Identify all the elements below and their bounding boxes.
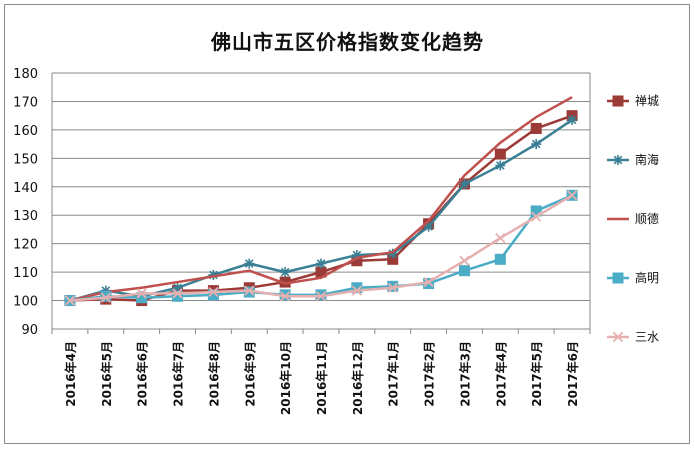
legend-label: 三水 <box>635 330 659 344</box>
legend-item: 顺德 <box>607 211 659 226</box>
grid-lines <box>51 72 591 334</box>
data-point <box>387 248 398 259</box>
x-tick-label: 2017年1月 <box>386 341 401 407</box>
data-point <box>531 139 542 150</box>
data-point <box>315 291 327 302</box>
series-3 <box>69 96 573 302</box>
data-point <box>531 211 542 222</box>
y-tick-label: 150 <box>13 152 38 167</box>
data-point <box>351 285 363 296</box>
y-tick-label: 180 <box>13 67 38 82</box>
legend-item: 高明 <box>607 270 659 285</box>
x-tick-label: 2016年7月 <box>171 341 186 407</box>
x-tick-label: 2016年6月 <box>135 341 150 407</box>
y-tick-label: 100 <box>13 295 38 310</box>
data-point <box>208 269 219 280</box>
x-tick-label: 2017年5月 <box>529 341 544 407</box>
legend-label: 南海 <box>635 152 659 167</box>
legend-label: 禅城 <box>635 94 659 108</box>
data-point <box>280 267 291 278</box>
y-tick-label: 110 <box>13 266 38 281</box>
legend-item: 禅城 <box>607 94 659 108</box>
data-point <box>172 282 183 293</box>
x-tick-label: 2017年4月 <box>493 341 508 407</box>
data-point <box>459 178 470 189</box>
data-point <box>494 253 506 265</box>
data-point <box>387 282 398 293</box>
data-point <box>458 265 470 277</box>
data-point <box>172 290 184 302</box>
y-tick-label: 160 <box>13 124 38 139</box>
series-lines <box>64 96 578 307</box>
y-tick-label: 130 <box>13 209 38 224</box>
data-point <box>494 148 506 160</box>
x-axis-ticks: 2016年4月 2016年5月 2016年6月 2016年7月 2016年8月 2016年… <box>63 341 580 415</box>
x-tick-label: 2016年8月 <box>206 341 221 407</box>
y-tick-label: 120 <box>13 238 38 253</box>
data-point <box>495 160 506 171</box>
data-point <box>316 258 326 269</box>
legend-marker <box>612 331 624 343</box>
chart-title: 佛山市五区价格指数变化趋势 <box>211 30 484 54</box>
data-point <box>423 276 434 288</box>
data-point <box>566 190 578 201</box>
data-point <box>244 285 255 296</box>
x-tick-label: 2016年9月 <box>242 341 257 407</box>
data-point <box>136 288 147 299</box>
x-tick-label: 2016年10月 <box>278 341 293 415</box>
data-point <box>423 221 434 232</box>
legend-item: 三水 <box>607 330 659 344</box>
x-tick-label: 2016年12月 <box>350 341 365 415</box>
series-line <box>69 194 573 302</box>
y-tick-label: 90 <box>21 323 38 338</box>
x-tick-label: 2016年4月 <box>63 341 78 407</box>
chart-frame <box>4 4 690 444</box>
data-point <box>208 286 219 298</box>
series-5 <box>64 190 578 306</box>
series-line <box>69 194 573 302</box>
y-tick-label: 140 <box>13 181 38 196</box>
x-tick-label: 2016年11月 <box>314 341 329 415</box>
data-point <box>279 291 291 302</box>
y-tick-label: 170 <box>13 95 38 110</box>
x-tick-label: 2017年3月 <box>457 341 472 407</box>
legend-marker <box>612 272 624 284</box>
legend-label: 顺德 <box>635 211 659 226</box>
x-tick-label: 2017年6月 <box>565 341 580 407</box>
y-axis-ticks: 90 100 110 120 130 140 150 160 170 180 <box>13 67 38 338</box>
data-point <box>351 250 362 261</box>
data-point <box>100 292 111 303</box>
x-tick-label: 2016年5月 <box>99 341 114 407</box>
data-point <box>459 255 470 266</box>
data-point <box>207 289 219 301</box>
data-point <box>567 114 578 125</box>
data-point <box>64 295 76 306</box>
series-line <box>69 96 573 302</box>
data-point <box>351 282 363 294</box>
data-point <box>244 258 255 269</box>
legend-marker <box>612 95 624 107</box>
legend-item: 南海 <box>607 152 659 167</box>
data-point <box>495 232 506 244</box>
data-point <box>530 122 542 134</box>
x-tick-label: 2017年2月 <box>422 341 437 407</box>
legend-marker <box>613 155 623 165</box>
series-1 <box>64 110 578 307</box>
data-point <box>100 285 111 296</box>
legend-label: 高明 <box>635 270 659 285</box>
data-point <box>172 288 183 299</box>
